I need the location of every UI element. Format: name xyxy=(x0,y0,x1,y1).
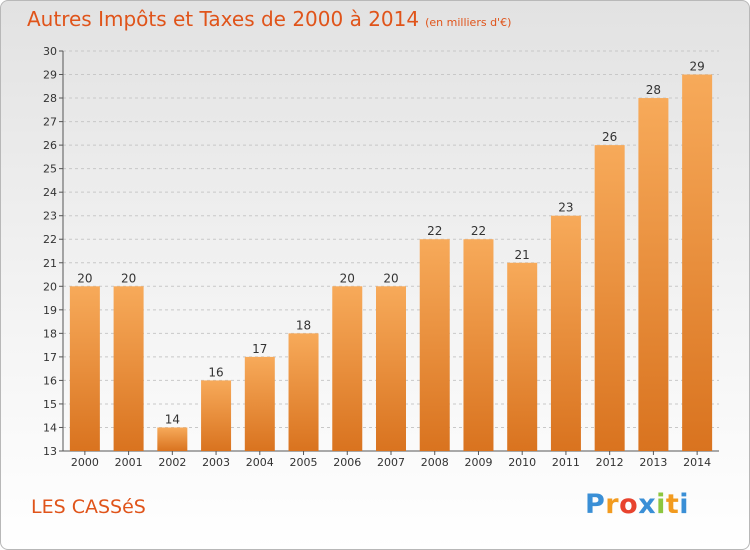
y-tick-label: 18 xyxy=(43,327,57,340)
bar-value-label: 26 xyxy=(602,130,617,144)
y-tick-label: 25 xyxy=(43,163,57,176)
bar xyxy=(69,286,100,451)
y-tick-label: 28 xyxy=(43,92,57,105)
y-tick-label: 21 xyxy=(43,257,57,270)
x-tick-label: 2001 xyxy=(115,456,143,469)
y-tick-label: 24 xyxy=(43,186,57,199)
y-tick-label: 19 xyxy=(43,304,57,317)
x-tick-label: 2011 xyxy=(552,456,580,469)
bar-value-label: 22 xyxy=(471,224,486,238)
bar-value-label: 14 xyxy=(165,412,180,426)
bar-value-label: 17 xyxy=(252,342,267,356)
y-tick-label: 13 xyxy=(43,445,57,458)
bar-value-label: 18 xyxy=(296,318,311,332)
bar xyxy=(157,427,188,451)
bar-value-label: 21 xyxy=(515,248,530,262)
x-tick-label: 2010 xyxy=(508,456,536,469)
y-tick-label: 27 xyxy=(43,116,57,129)
y-tick-label: 22 xyxy=(43,233,57,246)
y-tick-label: 26 xyxy=(43,139,57,152)
bar xyxy=(113,286,144,451)
x-tick-label: 2013 xyxy=(639,456,667,469)
x-tick-label: 2005 xyxy=(290,456,318,469)
bar xyxy=(332,286,363,451)
bar-value-label: 28 xyxy=(646,83,661,97)
bar-value-label: 20 xyxy=(340,271,355,285)
logo-letter: P xyxy=(585,489,606,520)
bar xyxy=(682,74,713,451)
bar xyxy=(638,98,669,451)
x-tick-label: 2004 xyxy=(246,456,274,469)
y-tick-label: 14 xyxy=(43,421,57,434)
bar-value-label: 20 xyxy=(77,271,92,285)
y-tick-label: 15 xyxy=(43,398,57,411)
x-tick-label: 2003 xyxy=(202,456,230,469)
bar xyxy=(550,215,581,451)
y-tick-label: 30 xyxy=(43,45,57,58)
bar xyxy=(288,333,319,451)
bar-value-label: 20 xyxy=(121,271,136,285)
x-tick-label: 2014 xyxy=(683,456,711,469)
y-tick-label: 20 xyxy=(43,280,57,293)
y-tick-label: 17 xyxy=(43,351,57,364)
bar-value-label: 20 xyxy=(383,271,398,285)
title-text: Autres Impôts et Taxes de 2000 à 2014 xyxy=(27,7,420,31)
logo-letter: o xyxy=(619,489,639,520)
y-tick-label: 23 xyxy=(43,210,57,223)
x-tick-label: 2002 xyxy=(158,456,186,469)
bar xyxy=(419,239,450,451)
x-tick-label: 2012 xyxy=(596,456,624,469)
bar xyxy=(376,286,406,451)
y-tick-label: 29 xyxy=(43,69,57,82)
logo-letter: r xyxy=(605,489,620,520)
chart-title: Autres Impôts et Taxes de 2000 à 2014 (en… xyxy=(27,7,511,31)
x-tick-label: 2000 xyxy=(71,456,99,469)
logo-letter: i xyxy=(656,489,666,520)
x-tick-label: 2009 xyxy=(464,456,492,469)
bar-value-label: 16 xyxy=(208,365,223,379)
bar-value-label: 22 xyxy=(427,224,442,238)
logo-letter: x xyxy=(638,489,657,520)
bar xyxy=(463,239,494,451)
logo-letter: t xyxy=(665,489,680,520)
title-unit: (en milliers d'€) xyxy=(425,16,512,29)
bar xyxy=(507,262,538,451)
bar-value-label: 23 xyxy=(558,201,573,215)
bar xyxy=(201,380,232,451)
town-name: LES CASSéS xyxy=(31,496,146,518)
x-tick-label: 2008 xyxy=(421,456,449,469)
proxiti-logo: Proxiti xyxy=(585,489,689,520)
logo-letter: i xyxy=(679,489,690,520)
bar-value-label: 29 xyxy=(689,60,704,74)
x-tick-label: 2006 xyxy=(333,456,361,469)
x-tick-label: 2007 xyxy=(377,456,405,469)
bar xyxy=(594,145,625,451)
bar xyxy=(244,356,275,451)
y-tick-label: 16 xyxy=(43,374,57,387)
